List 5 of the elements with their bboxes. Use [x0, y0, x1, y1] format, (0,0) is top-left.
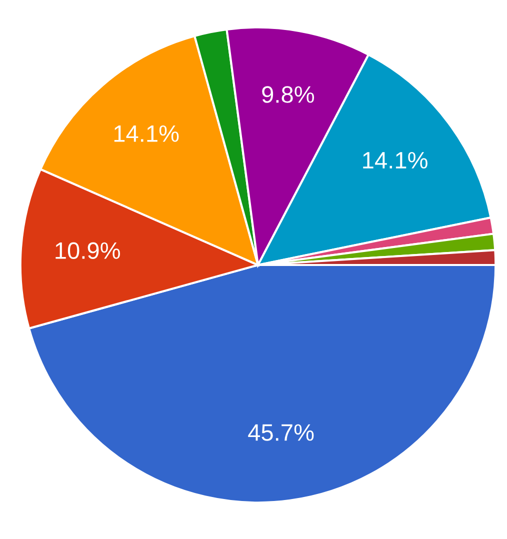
data-label: 10.9% — [56, 242, 120, 259]
data-label: 14.1% — [114, 125, 179, 142]
data-label: 14.1% — [363, 152, 428, 169]
data-label: 45.7% — [248, 424, 314, 441]
data-label: 9.8% — [262, 86, 314, 103]
